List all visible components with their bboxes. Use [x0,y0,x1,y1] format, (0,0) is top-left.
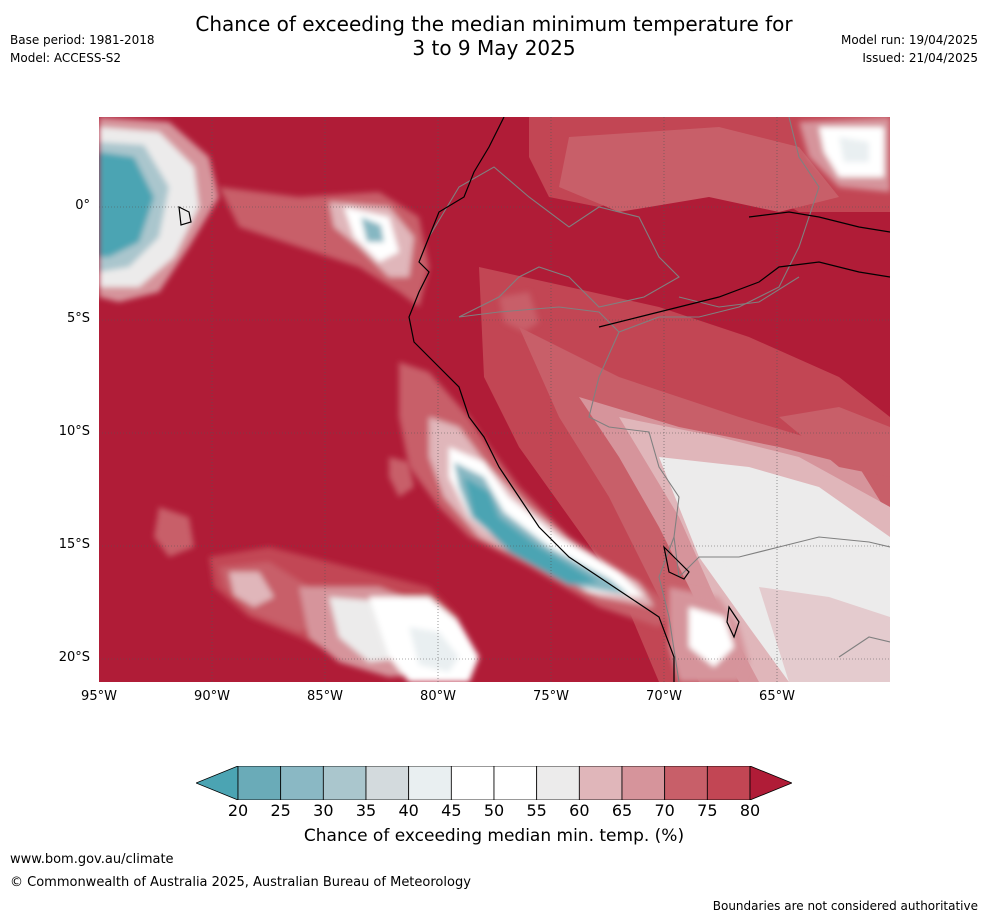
lat-label-0: 0° [75,198,90,213]
caribbean-patch [799,117,890,192]
model-name: Model: ACCESS-S2 [10,51,122,65]
colorbar-tick-label: 55 [526,801,547,820]
graticule [99,117,890,682]
lon-label-90w: 90°W [194,689,230,704]
title-line-2: 3 to 9 May 2025 [412,36,576,60]
lon-label-75w: 75°W [533,689,569,704]
colorbar-tick-label: 30 [313,801,334,820]
lat-label-5s: 5°S [66,311,90,326]
colorbar-tick-label: 25 [270,801,291,820]
lon-label-70w: 70°W [646,689,682,704]
colorbar-tick-label: 75 [697,801,718,820]
probability-map [99,117,890,682]
coastline [178,117,890,682]
colorbar-tick-label: 45 [441,801,462,820]
colorbar-tick-label: 70 [654,801,675,820]
lon-label-65w: 65°W [759,689,795,704]
colorbar-extend-high [749,765,794,801]
colorbar-segment [664,765,708,801]
footer-note: Boundaries are not considered authoritat… [712,899,978,913]
map-svg [99,117,890,682]
southern-andes-patch [669,587,749,682]
issued-date: Issued: 21/04/2025 [862,51,978,65]
lat-label-15s: 15°S [58,537,90,552]
colorbar-tick-label: 65 [611,801,633,820]
equatorial-band [219,187,429,307]
model-run: Model run: 19/04/2025 [840,33,978,47]
colorbar-segment [706,765,751,801]
map-title: Chance of exceeding the median minimum t… [0,12,988,60]
colorbar-tick-label: 80 [739,801,761,820]
lon-label-85w: 85°W [307,689,343,704]
colorbar-tick-label: 40 [398,801,419,820]
title-line-1: Chance of exceeding the median minimum t… [195,12,793,36]
land-anomaly-bands [479,117,890,682]
colorbar-extend-low [194,765,239,801]
colorbar-segment [322,765,367,801]
lon-label-80w: 80°W [420,689,456,704]
lat-label-20s: 20°S [58,650,90,665]
colorbar-label: Chance of exceeding median min. temp. (%… [303,826,685,846]
meta-right: Model run: 19/04/2025 Issued: 21/04/2025 [841,31,978,67]
colorbar-segment [621,765,666,801]
country-borders [428,117,890,682]
lat-label-10s: 10°S [58,424,90,439]
meta-left: Base period: 1981-2018 Model: ACCESS-S2 [10,31,155,67]
colorbar-tick-label: 20 [227,801,249,820]
colorbar [194,765,794,801]
lon-label-95w: 95°W [81,689,117,704]
colorbar-tick-label: 60 [569,801,590,820]
colorbar-segment [450,765,495,801]
colorbar-segment [365,765,410,801]
colorbar-segment [536,765,580,801]
colorbar-segment [578,765,623,801]
colorbar-tick-label: 35 [355,801,377,820]
colorbar-svg [194,765,794,801]
footer-copyright: © Commonwealth of Australia 2025, Austra… [10,875,471,890]
colorbar-tick-label: 50 [483,801,505,820]
peru-coastal-cool-anomaly [399,362,679,627]
colorbar-segment [493,765,538,801]
footer-url: www.bom.gov.au/climate [10,852,174,867]
colorbar-segment [280,765,324,801]
colorbar-segment [237,765,282,801]
colorbar-segment [408,765,452,801]
base-period: Base period: 1981-2018 [10,33,155,47]
south-pacific-patches [154,292,539,682]
pacific-cool-anomaly-north [99,117,219,302]
